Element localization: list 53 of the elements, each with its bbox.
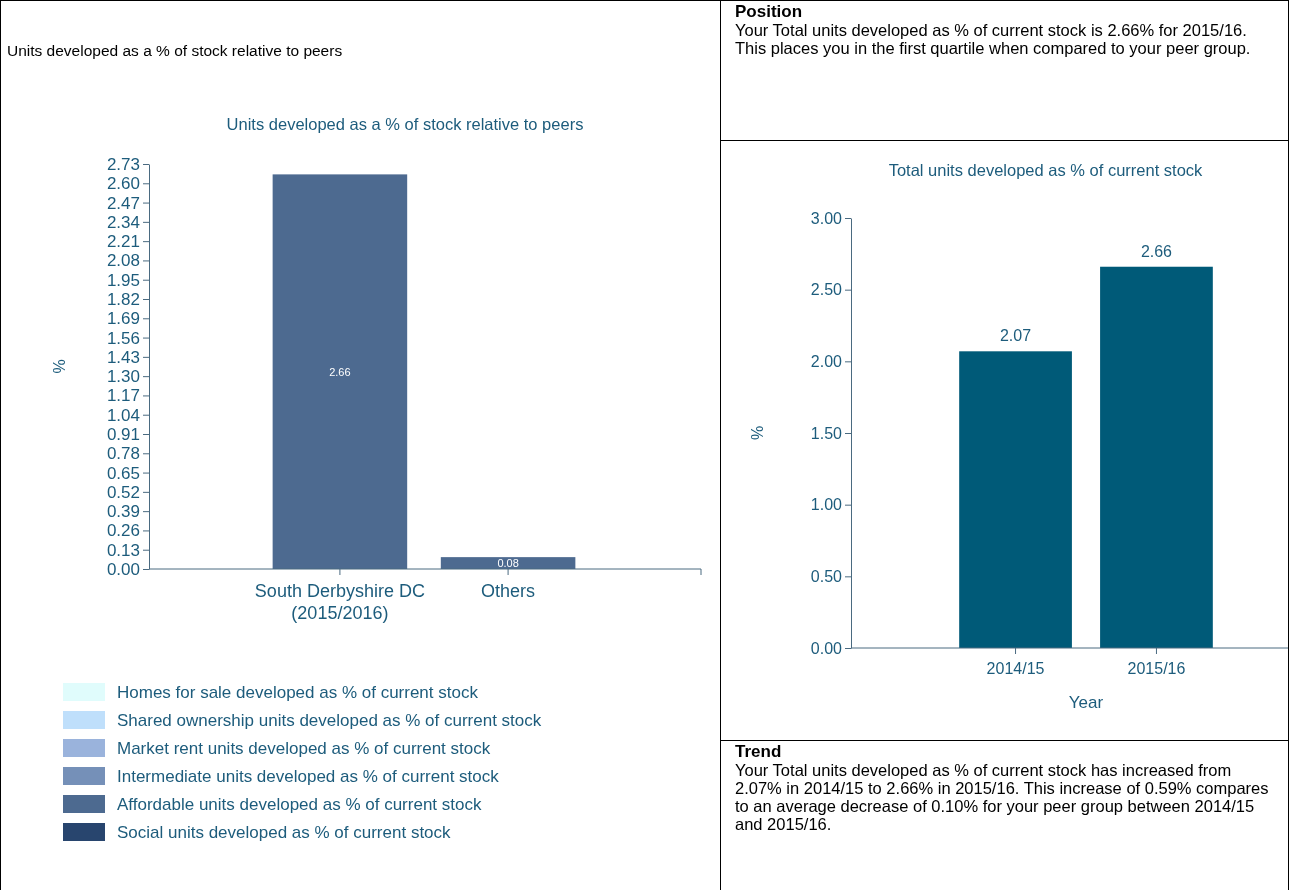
y-tick-label: 2.34: [106, 212, 140, 232]
data-label: 0.08: [497, 557, 519, 570]
x-tick-label: 2015/16: [1127, 660, 1186, 677]
y-tick-label: 2.50: [810, 281, 843, 299]
text: Position: [735, 2, 804, 21]
y-tick-label: 2.08: [106, 251, 140, 271]
legend-label: Intermediate units developed as % of current stock: [117, 767, 500, 786]
y-tick-label: 3.00: [810, 209, 843, 227]
x-tick-label: 2014/15: [986, 660, 1045, 677]
legend-label: Homes for sale developed as % of current stock: [117, 683, 479, 702]
y-tick-label: 0.39: [106, 502, 140, 522]
y-tick-label: 0.00: [106, 559, 140, 579]
legend-label: Affordable units developed as % of current stock: [117, 795, 482, 814]
y-tick-label: 2.60: [106, 174, 140, 194]
y-tick-label: 1.04: [106, 405, 140, 425]
legend-label: Shared ownership units developed as % of current stock: [117, 711, 542, 730]
y-tick-label: 1.50: [810, 424, 843, 442]
y-tick-label: 1.82: [106, 289, 140, 309]
y-tick-label: 0.65: [106, 463, 140, 483]
chart-title: Total units developed as % of current stock: [888, 161, 1204, 179]
y-tick-label: 1.17: [106, 386, 140, 406]
y-tick-label: 1.56: [106, 328, 140, 348]
x-tick-label: Others: [481, 581, 536, 601]
y-tick-label: 0.00: [810, 639, 843, 657]
y-tick-label: 1.43: [106, 347, 140, 367]
y-tick-label: 0.91: [106, 424, 140, 444]
data-label: 2.07: [999, 327, 1032, 345]
x-tick-label: South Derbyshire DC (2015/2016): [254, 581, 425, 623]
y-tick-label: 1.30: [106, 367, 140, 387]
y-tick-label: 2.21: [106, 232, 140, 252]
y-axis-title: %: [51, 359, 68, 374]
y-tick-label: 2.47: [106, 193, 140, 213]
y-tick-label: 1.69: [106, 309, 140, 329]
y-tick-label: 1.95: [106, 270, 140, 290]
text: Trend: [735, 742, 783, 761]
text: Units developed as a % of stock relative to peers: [7, 42, 343, 59]
text: Your Total units developed as % of current stock is 2.66% for 2015/16. This places you in the first quartile when compared to your peer group.: [735, 21, 1252, 57]
data-label: 2.66: [329, 365, 351, 378]
text: Your Total units developed as % of current stock has increased from 2.07% in 2014/15 to 2.66% in 2015/16. This increase of 0.59% compares to an average decrease of 0.10% for your peer group between 2014/15 and 2015/16.: [735, 761, 1270, 833]
y-tick-label: 2.00: [810, 352, 843, 370]
y-tick-label: 0.78: [106, 444, 140, 464]
y-tick-label: 0.52: [106, 482, 140, 502]
y-axis-title: %: [749, 425, 766, 441]
legend-label: Market rent units developed as % of current stock: [117, 739, 491, 758]
x-axis-title: Year: [1068, 693, 1104, 712]
y-tick-label: 2.73: [106, 154, 140, 174]
y-tick-label: 0.50: [810, 567, 843, 585]
data-label: 2.66: [1140, 242, 1173, 260]
chart-title: Units developed as a % of stock relative to peers: [226, 115, 584, 133]
y-tick-label: 1.00: [810, 496, 843, 514]
legend-label: Social units developed as % of current stock: [117, 823, 452, 842]
y-tick-label: 0.26: [106, 521, 140, 541]
y-tick-label: 0.13: [106, 540, 140, 560]
